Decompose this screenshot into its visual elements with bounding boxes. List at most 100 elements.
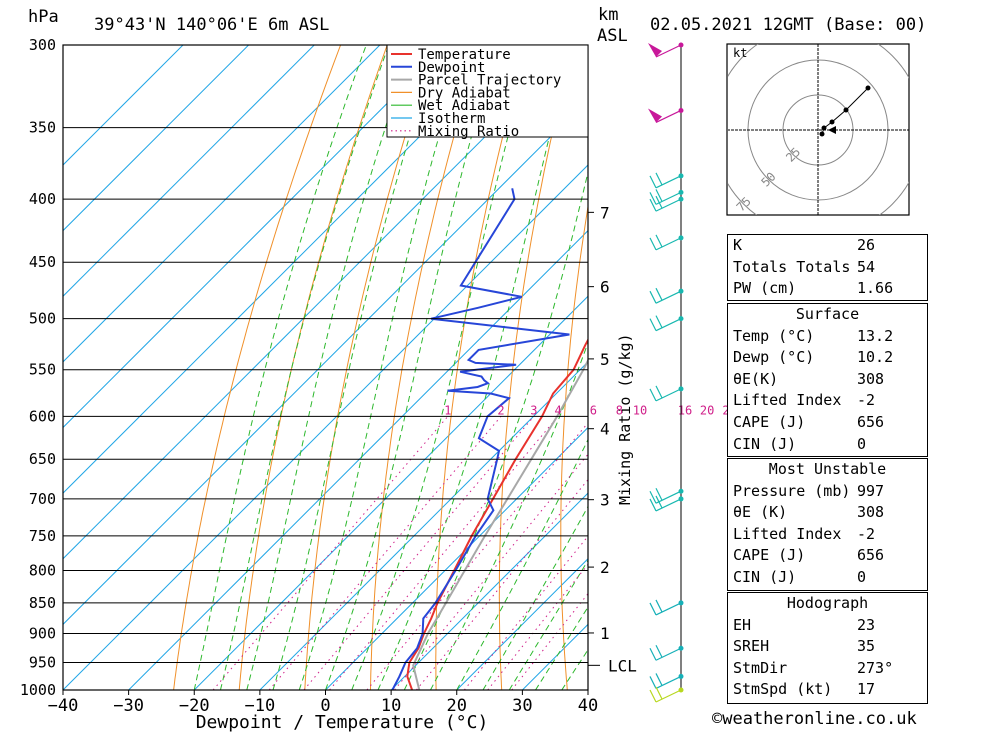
most-unstable-label: Lifted Index <box>733 524 842 543</box>
hodograph-point <box>821 125 827 131</box>
mixing-ratio-label: 2 <box>497 403 504 417</box>
km-tick-label: 4 <box>600 420 610 439</box>
isotherm-line <box>63 45 381 363</box>
wind-barb-feather <box>655 487 663 501</box>
most-unstable-label: CAPE (J) <box>733 546 806 565</box>
hodograph-param-value: 273° <box>857 658 894 677</box>
pressure-tick-label: 800 <box>29 561 56 579</box>
surface-label: CAPE (J) <box>733 412 806 431</box>
x-tick-label: 0 <box>320 696 330 716</box>
hodograph-param-label: StmDir <box>733 658 788 677</box>
x-axis-title: Dewpoint / Temperature (°C) <box>196 712 489 733</box>
hodograph-param-row: StmSpd (kt) 17 <box>728 679 927 701</box>
legend-entry: Dewpoint <box>418 60 485 76</box>
wind-barb-flag <box>648 43 662 57</box>
pressure-tick-label: 850 <box>29 594 56 612</box>
surface-value: 308 <box>857 369 885 388</box>
wet-adiabat-line <box>403 170 588 690</box>
km-tick-label: 3 <box>600 491 610 510</box>
wind-barb-staff <box>655 675 682 689</box>
pressure-tick-label: 600 <box>29 407 56 425</box>
isotherm-line <box>456 558 588 690</box>
pressure-tick-label: 750 <box>29 527 56 545</box>
pressure-tick-label: 650 <box>29 450 56 468</box>
wind-barb-staff <box>655 689 682 703</box>
surface-row: Temp (°C) 13.2 <box>728 326 927 348</box>
surface-title: Surface <box>795 305 860 323</box>
legend-entry: Parcel Trajectory <box>418 73 561 89</box>
isotherm-line <box>63 45 315 297</box>
km-label: km <box>598 5 618 25</box>
dry-adiabat-line <box>678 45 713 690</box>
most-unstable-value: 656 <box>857 546 885 565</box>
hodograph-param-value: 35 <box>857 637 876 656</box>
surface-value: -2 <box>857 391 876 410</box>
credit-link[interactable]: ©weatheronline.co.uk <box>712 709 917 729</box>
wind-barb-staff <box>655 602 682 616</box>
isotherm-line <box>63 164 588 690</box>
surface-label: Lifted Index <box>733 391 842 410</box>
isotherm-line <box>128 229 588 690</box>
indices-value: 54 <box>857 257 876 276</box>
wind-barb-feather <box>655 686 663 700</box>
wind-barb-staff <box>655 198 682 212</box>
hodograph-point <box>829 119 835 125</box>
dry-adiabat-line <box>942 45 1000 690</box>
x-tick-label: −20 <box>179 696 210 716</box>
wind-profile <box>648 42 684 703</box>
wind-barb-feather <box>649 192 657 205</box>
isotherm-line <box>63 45 512 494</box>
mixing-ratio-line <box>394 453 588 690</box>
hodograph-param-label: StmSpd (kt) <box>733 680 833 699</box>
legend-entry: Mixing Ratio <box>418 124 519 140</box>
x-tick-label: −30 <box>113 696 144 716</box>
dry-adiabat-line <box>991 45 1000 690</box>
wind-barb-staff <box>655 318 682 332</box>
pressure-tick-label: 400 <box>29 190 56 208</box>
hodograph-param-row: EH 23 <box>728 615 927 637</box>
wind-barb-staff <box>655 388 682 402</box>
surface-value: 656 <box>857 412 885 431</box>
wind-barb-staff <box>655 175 682 189</box>
legend-entry: Dry Adiabat <box>418 85 511 101</box>
wind-barb-staff <box>655 490 682 504</box>
most-unstable-row: Pressure (mb) 997 <box>728 481 927 503</box>
isotherm-line <box>63 45 578 560</box>
wind-barb-feather <box>655 385 663 399</box>
legend-entry: Wet Adiabat <box>418 98 511 114</box>
wind-barb-feather <box>655 189 663 202</box>
wind-barb-feather <box>649 647 657 661</box>
hodograph-table: Hodograph EH 23 SREH 35 StmDir 273° StmSpd (kt… <box>727 592 928 704</box>
wind-barb-staff <box>655 290 682 304</box>
wind-barb-feather <box>649 689 657 703</box>
surface-label: θE(K) <box>733 369 779 388</box>
km-tick-label: 2 <box>600 558 610 577</box>
mixing-ratio-label: 1 <box>444 403 451 417</box>
most-unstable-value: 308 <box>857 503 885 522</box>
wind-barb-feather <box>649 290 657 304</box>
x-tick-label: 30 <box>512 696 532 716</box>
most-unstable-label: Pressure (mb) <box>733 481 851 500</box>
x-tick-label: 10 <box>381 696 401 716</box>
hodograph-param-row: SREH 35 <box>728 636 927 658</box>
indices-row: K 26 <box>728 235 927 257</box>
most-unstable-label: CIN (J) <box>733 567 797 586</box>
isotherm-line <box>63 45 446 429</box>
pressure-tick-label: 1000 <box>20 681 56 699</box>
wet-adiabat-line <box>377 45 574 690</box>
indices-label: K <box>733 236 743 254</box>
isotherm-line <box>63 45 184 166</box>
x-tick-label: 20 <box>447 696 467 716</box>
most-unstable-row: θE (K) 308 <box>728 502 927 524</box>
most-unstable-label: θE (K) <box>733 503 788 522</box>
wind-barb-feather <box>655 195 663 209</box>
hodograph-point <box>843 107 849 113</box>
pressure-tick-label: 900 <box>29 625 56 643</box>
storm-motion-marker <box>828 126 836 134</box>
most-unstable-row: CIN (J) 0 <box>728 567 927 589</box>
wind-barb-staff <box>655 44 682 58</box>
km-tick-label: 7 <box>600 203 610 222</box>
mixing-ratio-label: 4 <box>554 403 561 417</box>
most-unstable-value: -2 <box>857 524 876 543</box>
